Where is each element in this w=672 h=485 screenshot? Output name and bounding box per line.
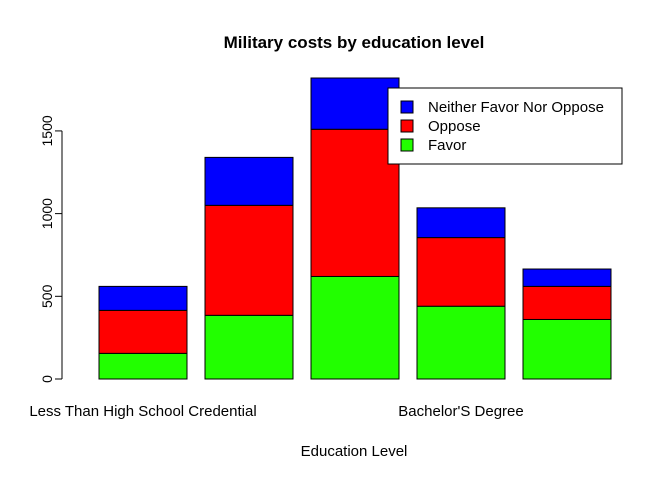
bar-segment-oppose — [310, 128, 400, 277]
bar-segment-favor — [98, 352, 188, 380]
x-tick-label: Less Than High School Credential — [29, 403, 256, 420]
legend: Neither Favor Nor Oppose Oppose Favor — [387, 87, 623, 165]
bar-segment-oppose — [416, 237, 506, 307]
bar-segment-oppose — [98, 309, 188, 354]
bar-segment-oppose — [204, 204, 294, 316]
bar-segment-neither-favor-nor-oppose — [416, 207, 506, 239]
legend-swatch — [400, 100, 414, 114]
bar-segment-neither-favor-nor-oppose — [204, 156, 294, 206]
bars-group — [98, 77, 612, 380]
category-labels: Less Than High School Credential Bachelor… — [29, 403, 523, 420]
bar-segment-neither-favor-nor-oppose — [522, 268, 612, 287]
bar-segment-oppose — [522, 285, 612, 320]
y-tick-label: 500 — [39, 284, 55, 308]
x-tick-label: Bachelor'S Degree — [398, 403, 523, 420]
legend-label: Favor — [428, 137, 466, 154]
legend-label: Neither Favor Nor Oppose — [428, 99, 604, 116]
legend-swatch — [400, 138, 414, 152]
legend-box — [387, 87, 623, 165]
legend-label: Oppose — [428, 118, 481, 135]
bar-segment-favor — [310, 275, 400, 380]
legend-swatch — [400, 119, 414, 133]
bar-segment-favor — [522, 318, 612, 380]
y-axis: 0 500 1000 1500 — [39, 115, 63, 383]
bar-segment-neither-favor-nor-oppose — [310, 77, 400, 130]
chart-title: Military costs by education level — [224, 33, 485, 52]
bar-segment-favor — [416, 305, 506, 380]
y-tick-label: 1000 — [39, 198, 55, 229]
x-axis-label: Education Level — [301, 443, 408, 460]
bar-segment-favor — [204, 314, 294, 380]
bar-segment-neither-favor-nor-oppose — [98, 285, 188, 311]
y-tick-label: 0 — [39, 375, 55, 383]
y-tick-label: 1500 — [39, 115, 55, 146]
